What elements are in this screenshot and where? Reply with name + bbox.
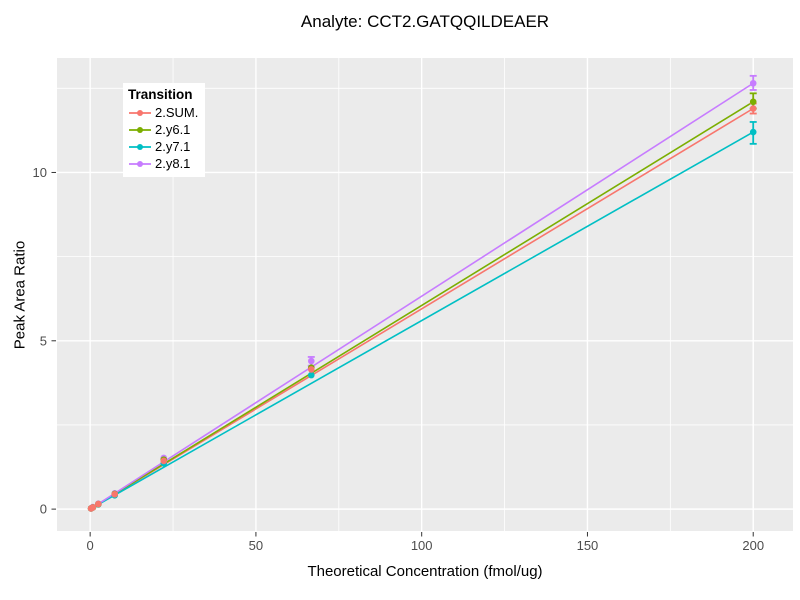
chart-title: Analyte: CCT2.GATQQILDEAER [300,12,550,31]
data-point-2y81 [749,79,757,87]
legend-item-label: 2.SUM. [155,105,199,120]
data-point-2SUM [160,457,168,465]
series-line-2SUM [89,107,754,510]
data-point-2SUM [89,504,97,511]
data-point-2y61 [749,98,757,106]
legend-key-icon [129,126,151,133]
series-line-2y81 [89,82,754,510]
data-point-2y81 [307,357,315,365]
legend: Transition 2.SUM. 2.y6.1 2.y7.1 2.y8.1 [123,83,206,177]
x-tick-label: 150 [577,538,599,553]
x-tick-label: 100 [411,538,433,553]
x-tick-label: 0 [87,538,94,553]
legend-item-2y71: 2.y7.1 [128,138,198,155]
y-tick-label: 0 [40,502,47,517]
data-point-2SUM [95,500,102,508]
data-point-2SUM [307,366,315,373]
data-point-2SUM [111,491,119,498]
legend-key-icon [129,160,151,167]
data-point-2y71 [307,371,315,379]
legend-item-label: 2.y7.1 [155,139,191,154]
legend-item-2y61: 2.y6.1 [128,121,198,138]
x-tick-label: 200 [742,538,764,553]
data-point-2SUM [749,105,757,112]
data-point-2y71 [749,128,757,136]
y-tick-label: 10 [33,165,47,180]
x-axis-label: Theoretical Concentration (fmol/ug) [307,563,543,580]
y-tick-label: 5 [40,333,47,348]
legend-item-2y81: 2.y8.1 [128,155,198,172]
legend-item-label: 2.y8.1 [155,156,191,171]
y-axis-label: Peak Area Ratio [11,240,29,350]
legend-key-icon [129,143,151,150]
x-tick-label: 50 [249,538,263,553]
series-line-2y71 [89,131,754,510]
legend-item-2SUM: 2.SUM. [128,104,198,121]
legend-title: Transition [128,87,193,102]
legend-item-label: 2.y6.1 [155,122,191,137]
series-line-2y61 [89,101,754,510]
legend-key-icon [129,109,151,116]
